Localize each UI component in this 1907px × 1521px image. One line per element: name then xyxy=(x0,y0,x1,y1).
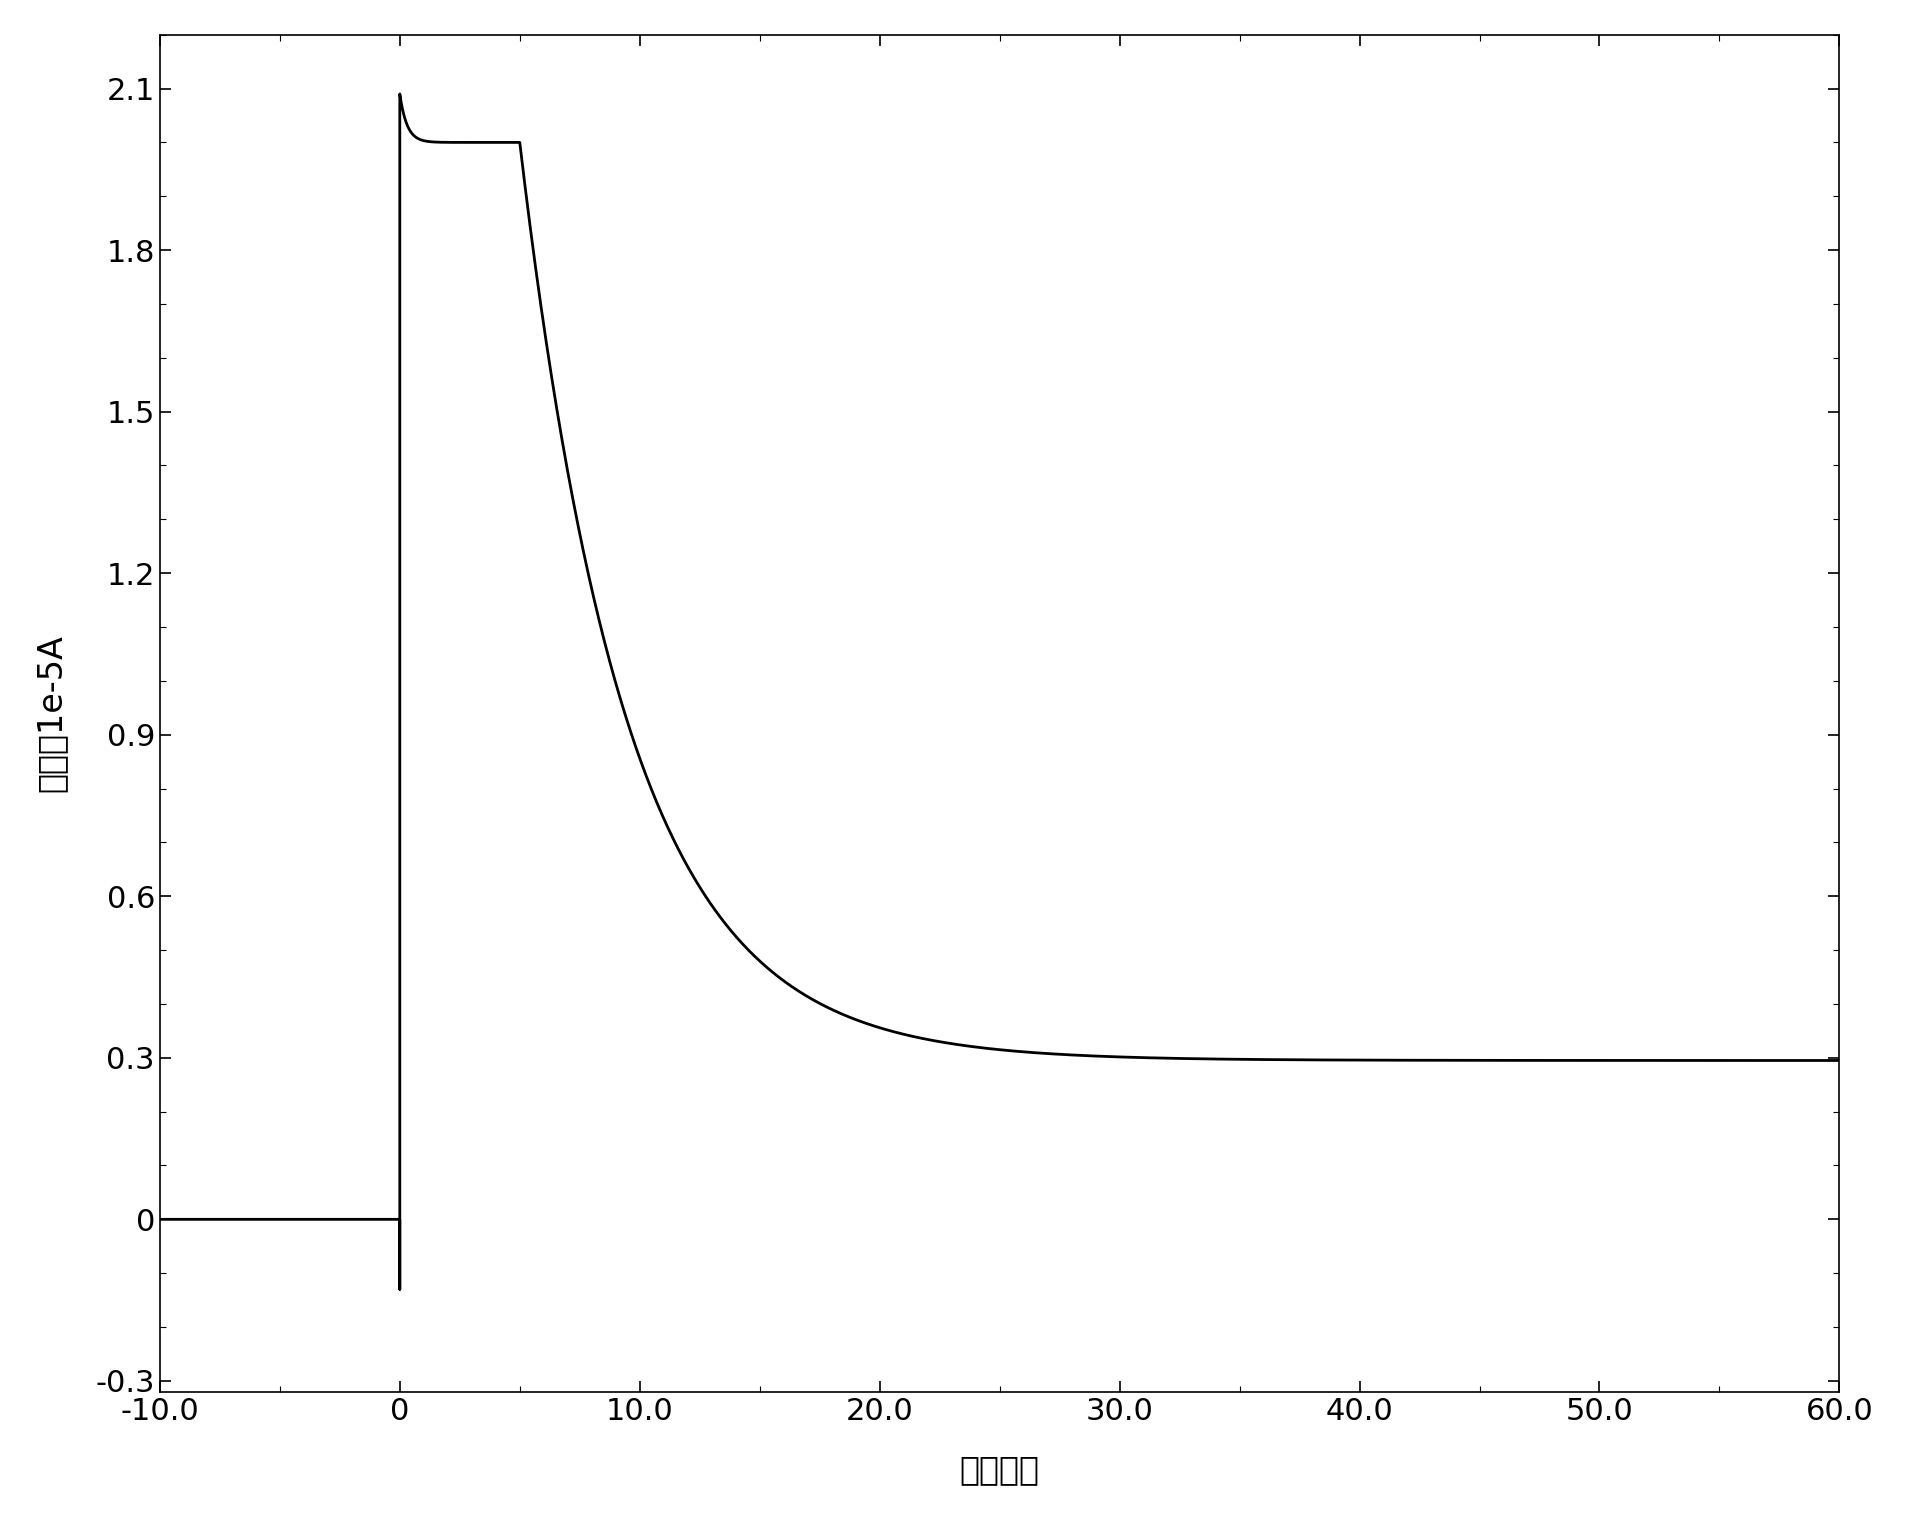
X-axis label: 时间／秒: 时间／秒 xyxy=(959,1453,1039,1486)
Y-axis label: 电流／1e-5A: 电流／1e-5A xyxy=(34,634,67,792)
